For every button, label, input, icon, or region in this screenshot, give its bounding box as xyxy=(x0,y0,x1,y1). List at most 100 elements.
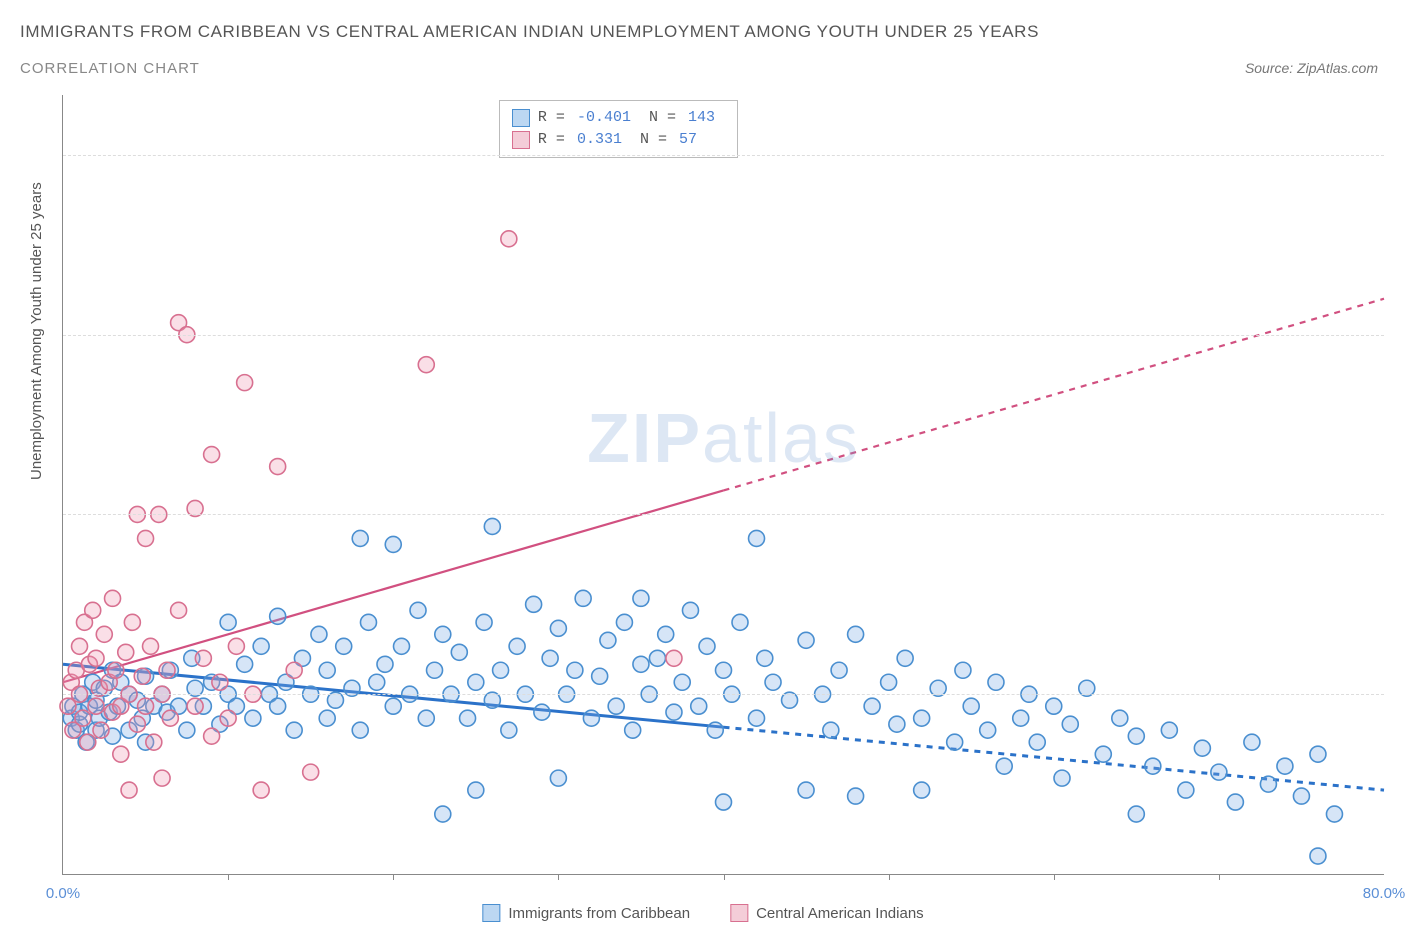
data-point xyxy=(319,710,335,726)
legend-swatch xyxy=(482,904,500,922)
data-point xyxy=(143,638,159,654)
x-tick xyxy=(558,874,559,880)
data-point xyxy=(435,806,451,822)
data-point xyxy=(286,662,302,678)
data-point xyxy=(410,602,426,618)
data-point xyxy=(253,782,269,798)
data-point xyxy=(1260,776,1276,792)
data-point xyxy=(567,662,583,678)
data-point xyxy=(484,518,500,534)
data-point xyxy=(468,674,484,690)
data-point xyxy=(666,704,682,720)
data-point xyxy=(1326,806,1342,822)
data-point xyxy=(179,722,195,738)
data-point xyxy=(831,662,847,678)
data-point xyxy=(550,770,566,786)
data-point xyxy=(204,728,220,744)
stat-n-label: N = xyxy=(640,129,667,151)
gridline xyxy=(63,514,1384,515)
data-point xyxy=(1128,806,1144,822)
data-point xyxy=(385,536,401,552)
data-point xyxy=(253,638,269,654)
data-point xyxy=(204,447,220,463)
data-point xyxy=(352,530,368,546)
data-point xyxy=(1161,722,1177,738)
data-point xyxy=(542,650,558,666)
data-point xyxy=(616,614,632,630)
data-point xyxy=(80,734,96,750)
data-point xyxy=(493,662,509,678)
x-tick xyxy=(889,874,890,880)
gridline xyxy=(63,155,1384,156)
data-point xyxy=(509,638,525,654)
data-point xyxy=(311,626,327,642)
legend-swatch xyxy=(512,109,530,127)
data-point xyxy=(980,722,996,738)
legend-item: Central American Indians xyxy=(730,904,924,922)
data-point xyxy=(765,674,781,690)
data-point xyxy=(159,662,175,678)
data-point xyxy=(716,662,732,678)
data-point xyxy=(418,357,434,373)
y-tick-label: 30.0% xyxy=(1392,506,1406,523)
data-point xyxy=(228,638,244,654)
data-point xyxy=(1178,782,1194,798)
x-tick-label: 80.0% xyxy=(1363,885,1406,902)
data-point xyxy=(732,614,748,630)
data-points xyxy=(63,95,1384,874)
data-point xyxy=(270,698,286,714)
x-tick xyxy=(724,874,725,880)
source-credit: Source: ZipAtlas.com xyxy=(1245,60,1378,76)
data-point xyxy=(245,710,261,726)
x-tick xyxy=(393,874,394,880)
data-point xyxy=(319,662,335,678)
data-point xyxy=(105,590,121,606)
data-point xyxy=(394,638,410,654)
data-point xyxy=(947,734,963,750)
data-point xyxy=(848,626,864,642)
data-point xyxy=(996,758,1012,774)
data-point xyxy=(666,650,682,666)
data-point xyxy=(608,698,624,714)
data-point xyxy=(476,614,492,630)
data-point xyxy=(707,722,723,738)
data-point xyxy=(134,668,150,684)
data-point xyxy=(303,764,319,780)
data-point xyxy=(649,650,665,666)
data-point xyxy=(1046,698,1062,714)
data-point xyxy=(88,698,104,714)
data-point xyxy=(220,710,236,726)
stat-r-label: R = xyxy=(538,129,565,151)
data-point xyxy=(914,782,930,798)
data-point xyxy=(187,698,203,714)
data-point xyxy=(427,662,443,678)
data-point xyxy=(501,231,517,247)
x-tick xyxy=(228,874,229,880)
scatter-plot: R =-0.401N =143R = 0.331N = 57 ZIPatlas … xyxy=(62,95,1384,875)
legend-item: Immigrants from Caribbean xyxy=(482,904,690,922)
stat-r-label: R = xyxy=(538,107,565,129)
data-point xyxy=(1112,710,1128,726)
data-point xyxy=(270,608,286,624)
data-point xyxy=(1062,716,1078,732)
data-point xyxy=(360,614,376,630)
data-point xyxy=(352,722,368,738)
y-axis-label: Unemployment Among Youth under 25 years xyxy=(28,182,45,480)
data-point xyxy=(881,674,897,690)
data-point xyxy=(674,674,690,690)
data-point xyxy=(171,602,187,618)
y-tick-label: 60.0% xyxy=(1392,146,1406,163)
data-point xyxy=(1211,764,1227,780)
data-point xyxy=(1145,758,1161,774)
data-point xyxy=(633,656,649,672)
data-point xyxy=(1128,728,1144,744)
data-point xyxy=(749,710,765,726)
y-tick-label: 15.0% xyxy=(1392,686,1406,703)
data-point xyxy=(749,530,765,546)
x-tick xyxy=(1054,874,1055,880)
data-point xyxy=(93,722,109,738)
data-point xyxy=(88,650,104,666)
stat-n-value: 143 xyxy=(684,107,725,129)
data-point xyxy=(848,788,864,804)
data-point xyxy=(633,590,649,606)
